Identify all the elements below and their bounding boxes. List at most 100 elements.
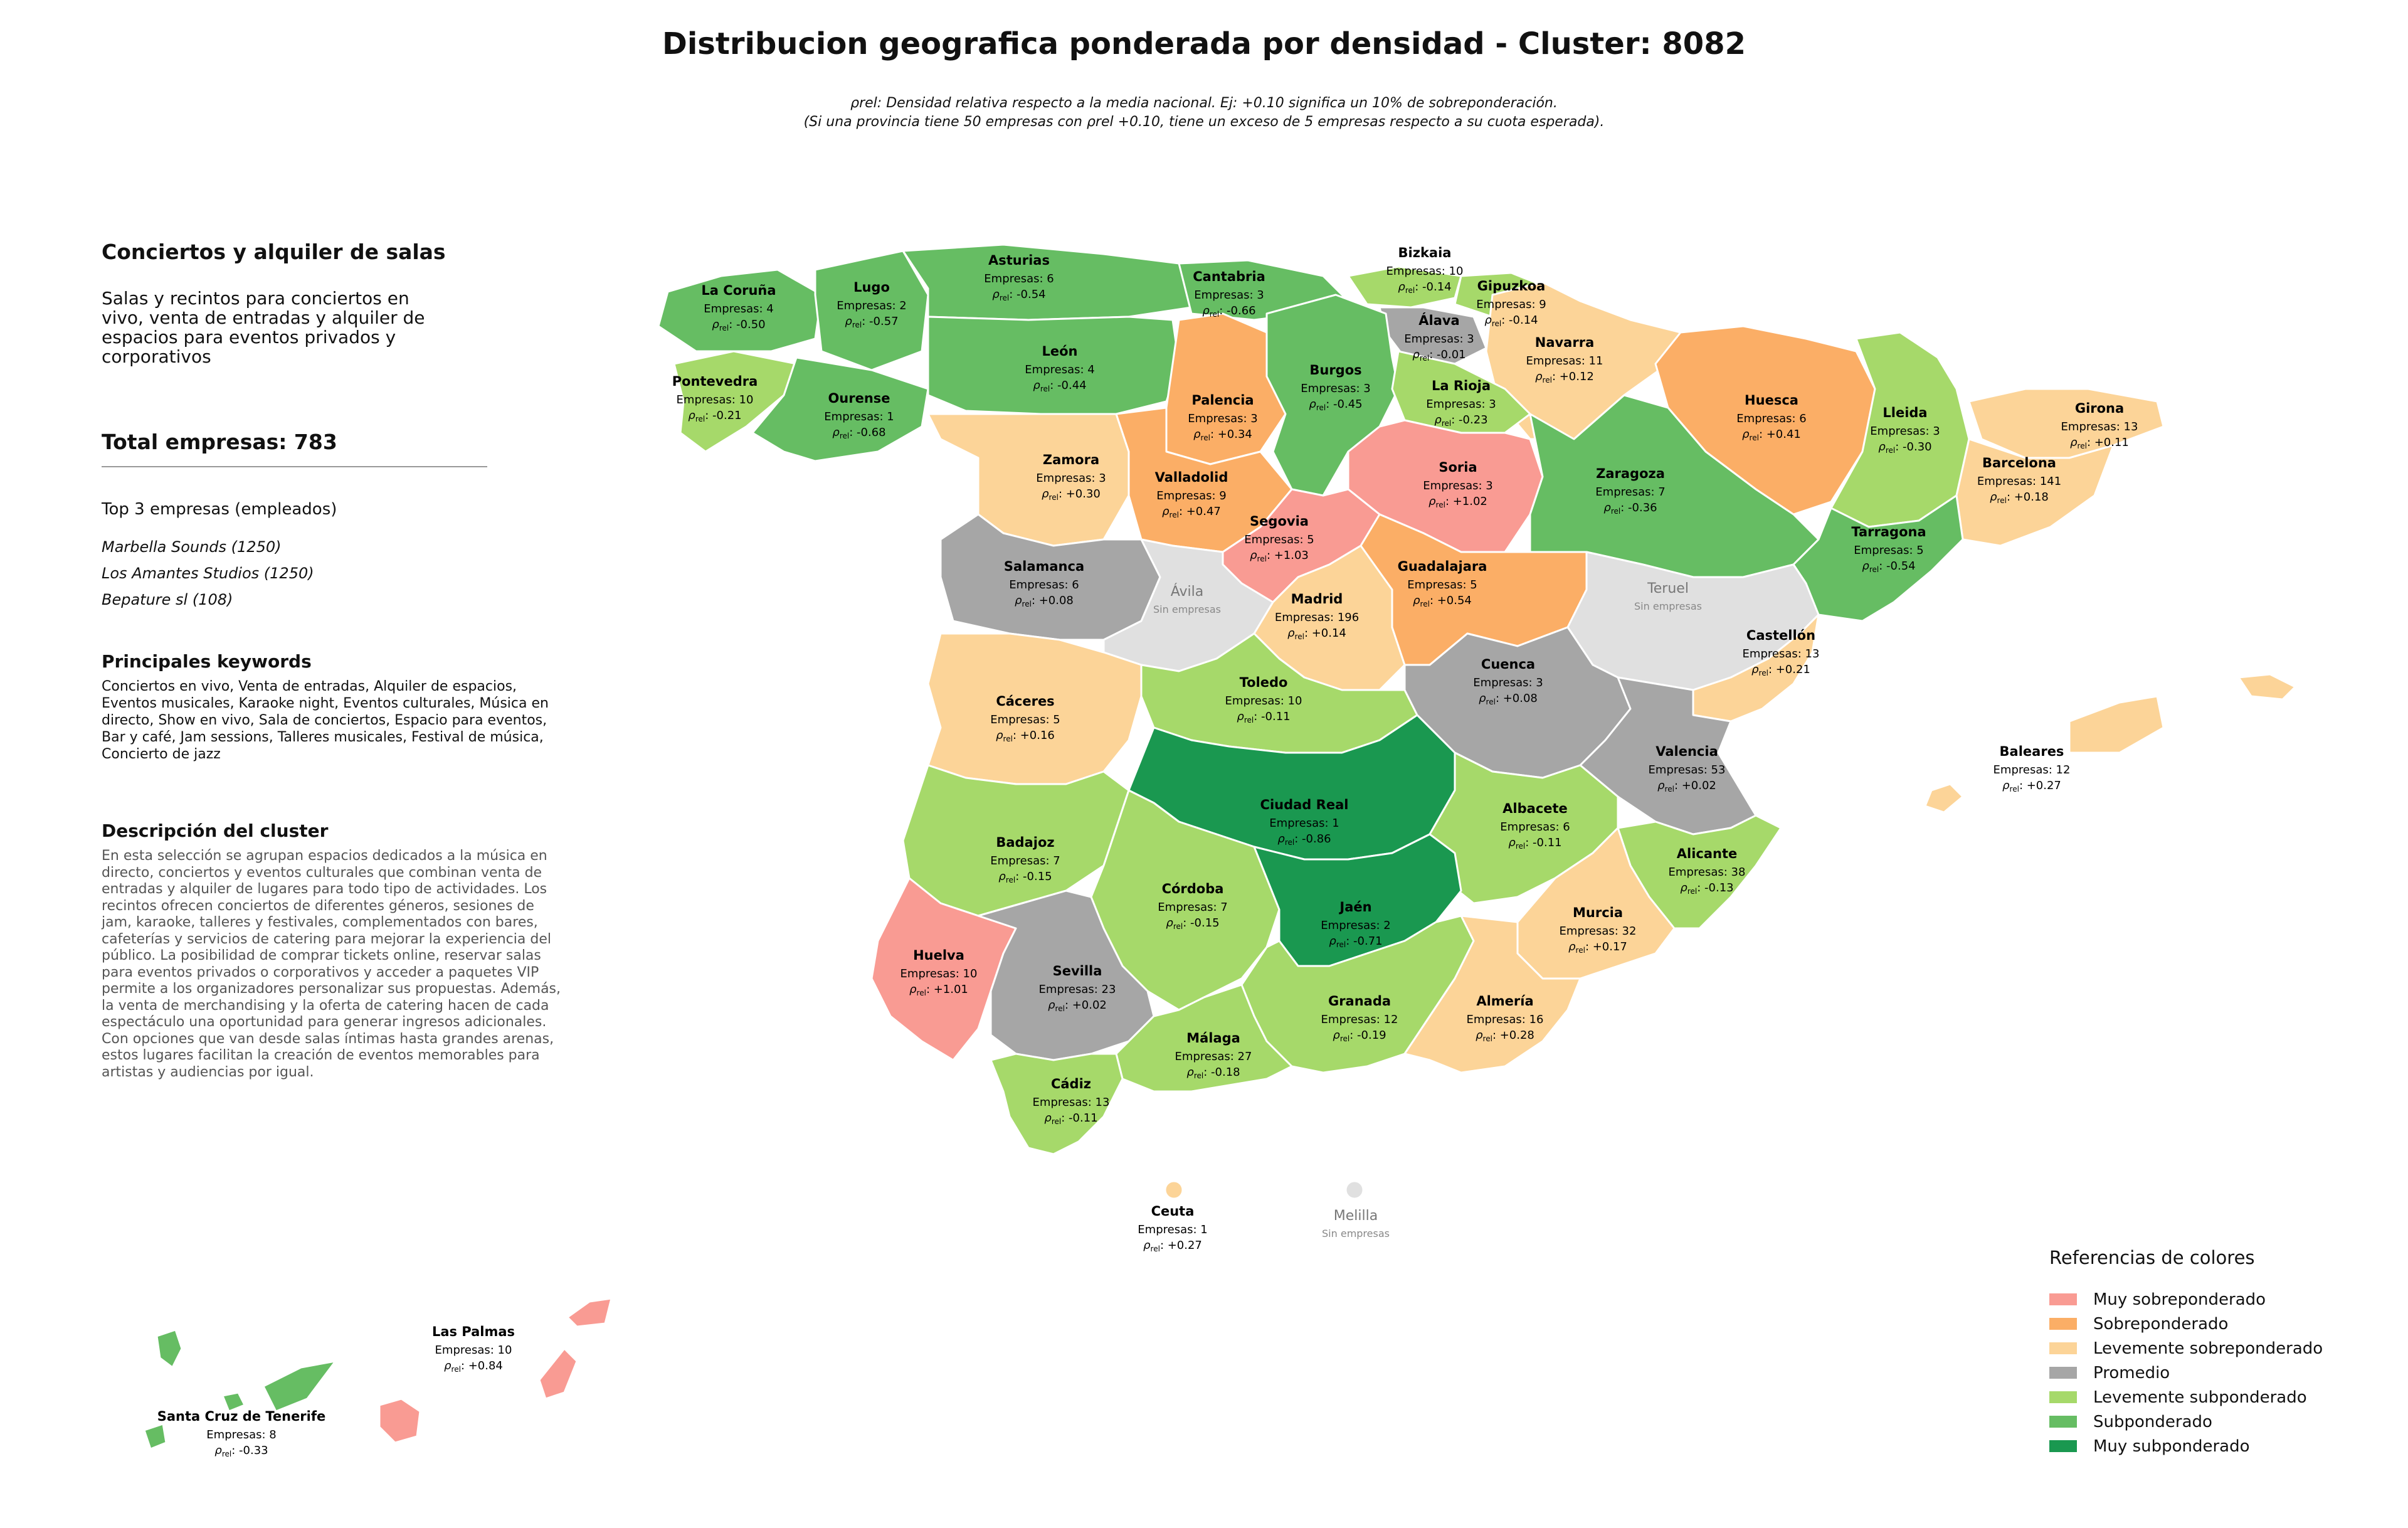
region-name: Lleida — [1883, 405, 1927, 420]
region-rho: ρrel: +0.17 — [1568, 940, 1627, 955]
region-rho: ρrel: +0.28 — [1476, 1029, 1534, 1043]
legend-item-promedio: Promedio — [2049, 1361, 2323, 1385]
region-name: Granada — [1328, 994, 1391, 1009]
region-rho: ρrel: +0.84 — [444, 1359, 503, 1374]
region-companies: Empresas: 10 — [435, 1344, 512, 1357]
region-companies: Empresas: 7 — [1595, 485, 1665, 499]
region-rho: ρrel: -0.71 — [1329, 935, 1382, 949]
region-rho: ρrel: -0.36 — [1603, 501, 1657, 516]
region-pontevedra — [673, 350, 798, 453]
region-label-madrid: Madrid Empresas: 196 ρrel: +0.14 — [1275, 592, 1359, 641]
region-label-teruel: Teruel Sin empresas — [1634, 581, 1702, 612]
region-name: Ciudad Real — [1260, 797, 1349, 812]
region-label-alava: Álava Empresas: 3 ρrel: -0.01 — [1404, 312, 1474, 363]
description-heading: Descripción del cluster — [102, 820, 329, 841]
region-companies: Empresas: 1 — [1269, 817, 1339, 830]
region-label-albacete: Albacete Empresas: 6 ρrel: -0.11 — [1500, 801, 1570, 851]
region-label-valencia: Valencia Empresas: 53 ρrel: +0.02 — [1649, 744, 1726, 793]
region-label-almeria: Almería Empresas: 16 ρrel: +0.28 — [1467, 994, 1544, 1043]
region-label-cuenca: Cuenca Empresas: 3 ρrel: +0.08 — [1473, 657, 1543, 706]
region-rho: ρrel: -0.44 — [1033, 379, 1086, 393]
region-label-la-rioja: La Rioja Empresas: 3 ρrel: -0.23 — [1426, 378, 1496, 428]
region-name: Palencia — [1191, 393, 1254, 408]
region-label-sevilla: Sevilla Empresas: 23 ρrel: +0.02 — [1039, 963, 1116, 1013]
region-companies: Empresas: 3 — [1473, 676, 1543, 689]
region-companies: Empresas: 5 — [990, 713, 1060, 726]
region-las-palmas-island-1 — [378, 1398, 421, 1444]
region-name: Jaén — [1338, 899, 1371, 915]
map-subtitle: ρrel: Densidad relativa respecto a la me… — [0, 94, 2408, 132]
region-rho: ρrel: +0.02 — [1048, 999, 1107, 1013]
region-rho: ρrel: -0.33 — [214, 1444, 268, 1458]
region-name: León — [1042, 344, 1077, 359]
region-rho: ρrel: -0.30 — [1878, 440, 1931, 455]
region-rho: ρrel: -0.66 — [1202, 304, 1255, 319]
region-name: Lugo — [853, 280, 890, 295]
region-label-tarragona: Tarragona Empresas: 5 ρrel: -0.54 — [1851, 524, 1926, 574]
region-rho: ρrel: -0.68 — [832, 426, 885, 440]
region-rho: ρrel: +0.21 — [1751, 663, 1810, 677]
region-ceuta — [1164, 1180, 1184, 1200]
region-label-zaragoza: Zaragoza Empresas: 7 ρrel: -0.36 — [1595, 466, 1665, 516]
region-name: Pontevedra — [672, 374, 758, 389]
region-name: La Rioja — [1432, 378, 1491, 393]
region-companies: Empresas: 3 — [1036, 472, 1106, 485]
region-companies: Empresas: 10 — [1225, 694, 1302, 708]
region-companies: Empresas: 2 — [837, 299, 906, 312]
region-rho: ρrel: -0.23 — [1434, 413, 1487, 428]
region-name: Las Palmas — [432, 1324, 515, 1339]
region-label-bizkaia: Bizkaia Empresas: 10 ρrel: -0.14 — [1386, 245, 1464, 295]
region-label-granada: Granada Empresas: 12 ρrel: -0.19 — [1321, 994, 1398, 1043]
region-rho: ρrel: +0.08 — [1015, 594, 1074, 608]
region-rho: ρrel: -0.11 — [1044, 1112, 1097, 1126]
region-companies: Empresas: 4 — [704, 302, 773, 316]
region-name: La Coruña — [701, 283, 776, 298]
region-name: Sevilla — [1053, 963, 1102, 979]
region-label-lugo: Lugo Empresas: 2 ρrel: -0.57 — [837, 280, 906, 329]
region-name: Burgos — [1309, 363, 1361, 378]
subtitle-line-2: (Si una provincia tiene 50 empresas con … — [803, 114, 1605, 130]
region-name: Cantabria — [1193, 269, 1265, 284]
region-rho: ρrel: -0.15 — [1166, 916, 1219, 931]
region-name: Toledo — [1240, 675, 1288, 690]
region-rho: ρrel: +0.02 — [1657, 779, 1716, 793]
region-name: Castellón — [1746, 628, 1815, 643]
region-label-asturias: Asturias Empresas: 6 ρrel: -0.54 — [984, 253, 1054, 302]
region-name: Valladolid — [1155, 470, 1228, 485]
subtitle-line-1: ρrel: Densidad relativa respecto a la me… — [850, 95, 1558, 111]
region-companies: Empresas: 16 — [1467, 1013, 1544, 1026]
region-no-companies: Sin empresas — [1634, 600, 1702, 612]
region-label-alicante: Alicante Empresas: 38 ρrel: -0.13 — [1669, 846, 1746, 896]
region-name: Zaragoza — [1596, 466, 1665, 481]
legend-label: Muy sobreponderado — [2093, 1290, 2266, 1309]
region-companies: Empresas: 6 — [1009, 578, 1079, 592]
region-name: Alicante — [1677, 846, 1738, 861]
region-name: Salamanca — [1004, 559, 1084, 574]
region-label-palencia: Palencia Empresas: 3 ρrel: +0.34 — [1188, 393, 1257, 442]
region-companies: Empresas: 3 — [1194, 289, 1264, 302]
region-label-cantabria: Cantabria Empresas: 3 ρrel: -0.66 — [1193, 269, 1265, 319]
legend-item-muy-subponderado: Muy subponderado — [2049, 1434, 2323, 1458]
region-companies: Empresas: 12 — [1993, 763, 2071, 777]
region-ourense — [751, 356, 929, 462]
region-rho: ρrel: -0.21 — [688, 409, 741, 423]
region-companies: Empresas: 5 — [1244, 533, 1314, 546]
map-title: Distribucion geografica ponderada por de… — [662, 26, 1746, 61]
region-label-zamora: Zamora Empresas: 3 ρrel: +0.30 — [1036, 452, 1106, 502]
region-rho: ρrel: -0.45 — [1309, 398, 1362, 412]
region-companies: Empresas: 10 — [1386, 265, 1464, 278]
region-name: Córdoba — [1162, 881, 1224, 896]
region-companies: Empresas: 3 — [1301, 382, 1370, 395]
region-las-palmas — [538, 1347, 578, 1400]
region-name: Almería — [1476, 994, 1533, 1009]
legend-swatch — [2049, 1318, 2077, 1330]
region-malaga — [1115, 984, 1293, 1093]
region-name: Guadalajara — [1398, 559, 1487, 574]
legend-label: Promedio — [2093, 1363, 2170, 1382]
region-rho: ρrel: +0.18 — [1990, 491, 2049, 505]
region-name: Ávila — [1171, 583, 1204, 600]
region-label-badajoz: Badajoz Empresas: 7 ρrel: -0.15 — [990, 835, 1060, 884]
region-label-ceuta: Ceuta Empresas: 1 ρrel: +0.27 — [1138, 1204, 1207, 1253]
region-name: Huelva — [913, 948, 964, 963]
